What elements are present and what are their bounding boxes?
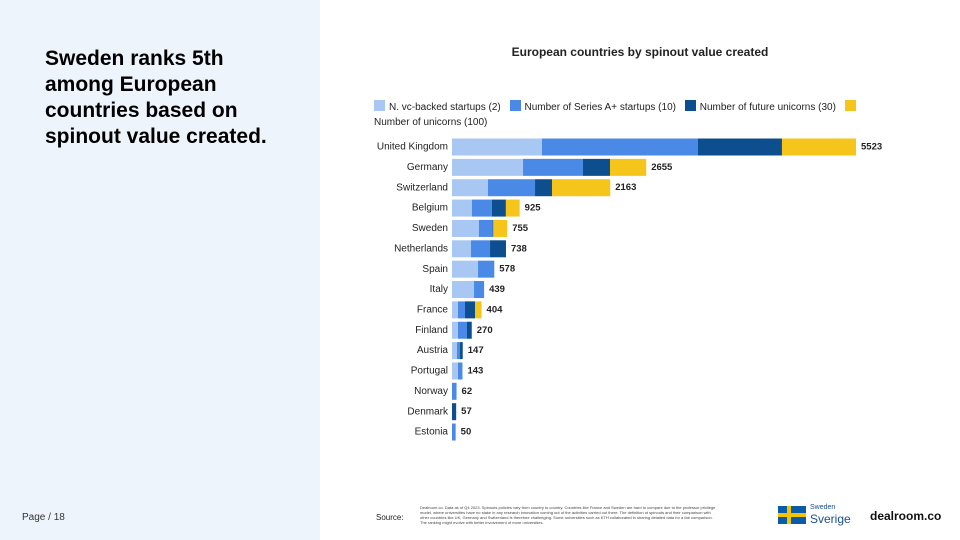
legend-swatch xyxy=(374,100,385,111)
legend-label: N. vc-backed startups (2) xyxy=(389,102,501,113)
bar-segment xyxy=(459,342,463,360)
bar-segment xyxy=(471,240,491,258)
bar-segment xyxy=(505,199,520,217)
bar-segment xyxy=(551,179,611,197)
bar-segment xyxy=(541,138,698,156)
bar-segment xyxy=(493,219,508,237)
y-tick-label: Portugal xyxy=(411,366,448,377)
y-tick-label: Austria xyxy=(417,345,449,356)
y-tick-label: Denmark xyxy=(407,406,449,417)
bar-segment xyxy=(491,199,506,217)
y-tick-label: Finland xyxy=(415,325,448,336)
bar-segment xyxy=(452,158,524,176)
y-tick-label: Spain xyxy=(422,264,448,275)
bar-segment xyxy=(452,219,479,237)
bar-segment xyxy=(452,382,457,400)
y-tick-label: Germany xyxy=(407,162,448,173)
y-tick-label: United Kingdom xyxy=(377,142,448,153)
bar-segment xyxy=(452,179,488,197)
slide-title: Sweden ranks 5th among European countrie… xyxy=(45,47,267,148)
flag xyxy=(778,506,806,524)
bar-segment xyxy=(456,342,460,360)
total-label: 2163 xyxy=(615,182,636,193)
legend-item: Number of future unicorns (30) xyxy=(684,100,836,113)
legend-label: Number of Series A+ startups (10) xyxy=(524,102,676,113)
total-label: 439 xyxy=(489,284,505,295)
legend-label: Number of future unicorns (30) xyxy=(699,102,836,113)
total-label: 270 xyxy=(477,325,493,336)
y-tick-label: Switzerland xyxy=(396,182,448,193)
bar-segment xyxy=(523,158,584,176)
total-label: 2655 xyxy=(651,162,673,173)
bar-segment xyxy=(452,342,457,360)
y-tick-label: Italy xyxy=(430,284,448,295)
legend: N. vc-backed startups (2) Number of Seri… xyxy=(374,100,889,130)
logo-text: Sverige xyxy=(810,512,851,526)
total-label: 755 xyxy=(512,223,529,234)
y-tick-label: Belgium xyxy=(412,203,448,214)
bar-segment xyxy=(471,199,492,217)
source-note: Dealroom.co. Data as of Q4 2023. Spinout… xyxy=(420,505,716,525)
bar-segment xyxy=(490,240,506,258)
logo-text: Sweden xyxy=(810,504,836,511)
sweden-logo: Sweden Sverige xyxy=(778,504,858,528)
bar-segment xyxy=(452,362,458,380)
bar-segment xyxy=(452,301,458,319)
bar-segment xyxy=(487,179,536,197)
legend-swatch xyxy=(684,100,696,111)
bar-segment xyxy=(452,138,542,156)
bar-segment xyxy=(457,362,463,380)
bar-segment xyxy=(475,301,482,319)
bar-segment xyxy=(452,281,475,299)
dealroom-logo: dealroom.co xyxy=(870,509,942,523)
bar-segment xyxy=(697,138,782,156)
legend-label: Number of unicorns (100) xyxy=(374,117,488,128)
legend-item: Number of unicorns (100) xyxy=(374,100,860,128)
bar-segment xyxy=(610,158,647,176)
bar-segment xyxy=(452,423,456,441)
bar-segment xyxy=(474,281,485,299)
bar-segment xyxy=(535,179,552,197)
chart: European countries by spinout value crea… xyxy=(377,45,882,441)
bar-segment xyxy=(452,321,458,339)
bar-segment xyxy=(583,158,611,176)
total-label: 738 xyxy=(511,243,527,254)
y-tick-label: Norway xyxy=(414,386,448,397)
total-label: 143 xyxy=(467,365,483,376)
source-label: Source: xyxy=(376,513,404,522)
bar-segment xyxy=(452,403,457,421)
bar-segment xyxy=(492,219,494,237)
bar-segment xyxy=(478,219,493,237)
chart-title: European countries by spinout value crea… xyxy=(512,45,769,59)
bar-segment xyxy=(457,321,467,339)
legend-item: N. vc-backed startups (2) xyxy=(374,100,501,113)
legend-item: Number of Series A+ startups (10) xyxy=(509,100,676,113)
y-tick-label: Netherlands xyxy=(394,243,448,254)
legend-swatch xyxy=(844,100,856,111)
bar-segment xyxy=(457,301,466,319)
y-tick-label: Estonia xyxy=(415,427,449,438)
bar-segment xyxy=(452,240,472,258)
total-label: 578 xyxy=(499,264,515,275)
bar-segment xyxy=(452,199,472,217)
bar-segment xyxy=(781,138,856,156)
total-label: 62 xyxy=(462,386,473,397)
left-panel xyxy=(0,0,320,540)
bar-segment xyxy=(465,301,476,319)
total-label: 404 xyxy=(487,304,504,315)
total-label: 5523 xyxy=(861,142,882,153)
total-label: 925 xyxy=(525,203,542,214)
total-label: 57 xyxy=(461,406,472,417)
bar-segment xyxy=(452,260,479,278)
page-number: Page / 18 xyxy=(22,512,65,523)
y-tick-label: Sweden xyxy=(412,223,448,234)
total-label: 50 xyxy=(461,427,472,438)
y-tick-label: France xyxy=(417,305,449,316)
legend-swatch xyxy=(509,100,521,111)
bar-segment xyxy=(466,321,472,339)
total-label: 147 xyxy=(468,345,484,356)
bar-segment xyxy=(478,260,495,278)
